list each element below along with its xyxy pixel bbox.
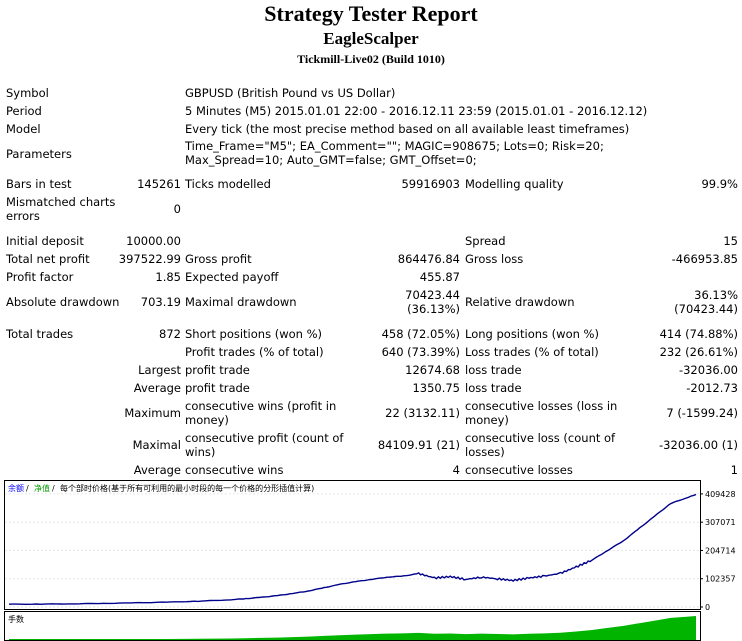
max-cons-losses-value: 7 (-1599.24) (666, 406, 738, 420)
report-title: Strategy Tester Report (264, 1, 478, 26)
total-trades-label: Total trades (6, 327, 74, 341)
lots-area (9, 616, 696, 640)
maximal-loss-value: -32036.00 (1) (659, 438, 738, 452)
y-tick-label: 409428 (705, 490, 736, 499)
loss-trades-label: Loss trades (% of total) (465, 345, 599, 359)
y-tick-label: 307071 (705, 518, 736, 527)
rel-drawdown-value: (70423.44) (674, 302, 738, 316)
lots-label: 手数 (8, 614, 24, 624)
y-tick-label: 102357 (705, 575, 736, 584)
ticks-label: Ticks modelled (185, 177, 271, 191)
maximal-profit-label: consecutive profit (count of wins) (185, 431, 344, 459)
initial-deposit-value: 10000.00 (126, 234, 181, 248)
gross-profit-label: Gross profit (185, 252, 252, 266)
parameters-value: Time_Frame="M5"; EA_Comment=""; MAGIC=90… (185, 139, 604, 167)
maximal-profit-value: 84109.91 (21) (377, 438, 460, 452)
rel-drawdown-label: Relative drawdown (465, 295, 575, 309)
total-trades-value: 872 (159, 327, 181, 341)
y-axis: 409428 307071 204714 102357 0 (700, 490, 736, 612)
mismatch-value: 0 (173, 202, 181, 216)
period-label: Period (6, 104, 42, 118)
long-positions-value: 414 (74.88%) (659, 327, 738, 341)
ticks-value: 59916903 (401, 177, 460, 191)
quality-label: Modelling quality (465, 177, 564, 191)
server-build: Tickmill-Live02 (Build 1010) (297, 52, 445, 66)
average-loss-value: -2012.73 (686, 381, 738, 395)
largest-profit-value: 12674.68 (405, 363, 460, 377)
rel-drawdown-percent: 36.13% (694, 288, 738, 302)
average-label: Average (133, 381, 181, 395)
spread-value: 15 (723, 234, 738, 248)
maximal-label: Maximal (132, 438, 181, 452)
symbol-value: GBPUSD (British Pound vs US Dollar) (185, 86, 396, 100)
max-cons-wins-label: consecutive wins (profit in money) (185, 399, 337, 427)
bars-value: 145261 (137, 177, 181, 191)
maximum-label: Maximum (124, 406, 181, 420)
balance-chart: 409428 307071 204714 102357 0 余额 / 净值 / 每个部时… (4, 480, 736, 641)
profit-factor-value: 1.85 (155, 270, 181, 284)
max-drawdown-value: 70423.44 (405, 288, 460, 302)
symbol-label: Symbol (6, 86, 49, 100)
gross-profit-value: 864476.84 (397, 252, 460, 266)
parameters-label: Parameters (6, 147, 72, 161)
legend-separator-1: / (26, 484, 29, 493)
chart-plot-area (4, 480, 701, 610)
largest-profit-label: profit trade (185, 363, 250, 377)
initial-deposit-label: Initial deposit (6, 234, 84, 248)
period-value: 5 Minutes (M5) 2015.01.01 22:00 - 2016.1… (185, 104, 648, 118)
profit-factor-label: Profit factor (6, 270, 74, 284)
quality-value: 99.9% (701, 177, 738, 191)
max-cons-losses-label: consecutive losses (loss in money) (465, 399, 618, 427)
abs-drawdown-value: 703.19 (140, 295, 181, 309)
avg-cons-wins-label: consecutive wins (185, 463, 284, 477)
largest-loss-value: -32036.00 (678, 363, 738, 377)
profit-trades-label: Profit trades (% of total) (185, 345, 324, 359)
profit-trades-value: 640 (73.39%) (381, 345, 460, 359)
short-positions-label: Short positions (won %) (185, 327, 323, 341)
bars-label: Bars in test (6, 177, 72, 191)
spread-label: Spread (465, 234, 506, 248)
short-positions-value: 458 (72.05%) (381, 327, 460, 341)
model-value: Every tick (the most precise method base… (185, 122, 630, 136)
average-cons-label: Average (133, 463, 181, 477)
y-tick-label: 204714 (705, 546, 736, 555)
mismatch-label: Mismatched charts errors (6, 195, 116, 223)
loss-trades-value: 232 (26.61%) (659, 345, 738, 359)
max-drawdown-label: Maximal drawdown (185, 295, 297, 309)
max-drawdown-percent: (36.13%) (407, 302, 460, 316)
legend-separator-2: / (52, 484, 55, 493)
expected-payoff-label: Expected payoff (185, 270, 279, 284)
net-profit-value: 397522.99 (118, 252, 181, 266)
long-positions-label: Long positions (won %) (465, 327, 599, 341)
largest-label: Largest (138, 363, 181, 377)
max-cons-wins-value: 22 (3132.11) (385, 406, 460, 420)
avg-cons-losses-label: consecutive losses (465, 463, 573, 477)
balance-line (8, 493, 697, 606)
largest-loss-label: loss trade (465, 363, 522, 377)
gross-loss-label: Gross loss (465, 252, 524, 266)
average-loss-label: loss trade (465, 381, 522, 395)
legend-price: 每个部时价格(基于所有可利用的最小时段的每一个价格的分形插值计算) (60, 483, 314, 493)
model-label: Model (6, 122, 41, 136)
net-profit-label: Total net profit (6, 252, 90, 266)
avg-cons-losses-value: 1 (730, 463, 738, 477)
average-profit-label: profit trade (185, 381, 250, 395)
avg-cons-wins-value: 4 (452, 463, 460, 477)
expert-name: EagleScalper (323, 29, 419, 48)
y-tick-label: 0 (705, 603, 710, 612)
maximal-loss-label: consecutive loss (count of losses) (465, 431, 616, 459)
abs-drawdown-label: Absolute drawdown (6, 295, 120, 309)
average-profit-value: 1350.75 (412, 381, 460, 395)
expected-payoff-value: 455.87 (419, 270, 460, 284)
gross-loss-value: -466953.85 (671, 252, 738, 266)
legend-equity: 净值 (34, 483, 50, 493)
legend-balance: 余额 (8, 483, 24, 493)
